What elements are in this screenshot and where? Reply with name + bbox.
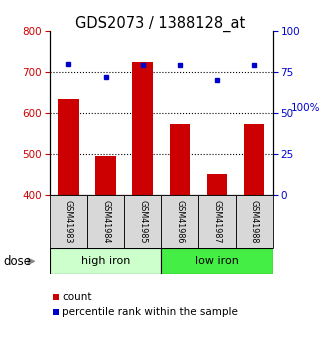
Text: GSM41987: GSM41987 [213, 200, 221, 244]
Text: count: count [62, 292, 91, 302]
Bar [53, 294, 59, 300]
Text: GDS2073 / 1388128_at: GDS2073 / 1388128_at [75, 16, 246, 32]
Text: GSM41988: GSM41988 [250, 200, 259, 243]
Bar [161, 195, 198, 248]
Bar [53, 309, 59, 315]
Text: GSM41983: GSM41983 [64, 200, 73, 243]
Text: high iron: high iron [81, 256, 130, 266]
Bar [133, 62, 153, 195]
Bar [50, 195, 87, 248]
Bar [170, 125, 190, 195]
Bar [95, 156, 116, 195]
Text: low iron: low iron [195, 256, 239, 266]
Bar [58, 99, 79, 195]
Bar [207, 175, 227, 195]
Bar [244, 125, 265, 195]
Text: GSM41984: GSM41984 [101, 200, 110, 243]
Bar [87, 195, 124, 248]
Text: percentile rank within the sample: percentile rank within the sample [62, 307, 238, 317]
Bar [50, 248, 161, 274]
Bar [236, 195, 273, 248]
Bar [161, 248, 273, 274]
Text: GSM41986: GSM41986 [175, 200, 184, 243]
Bar [198, 195, 236, 248]
Text: GSM41985: GSM41985 [138, 200, 147, 244]
Y-axis label: 100%: 100% [291, 103, 320, 113]
Text: dose: dose [3, 255, 31, 268]
Bar [124, 195, 161, 248]
